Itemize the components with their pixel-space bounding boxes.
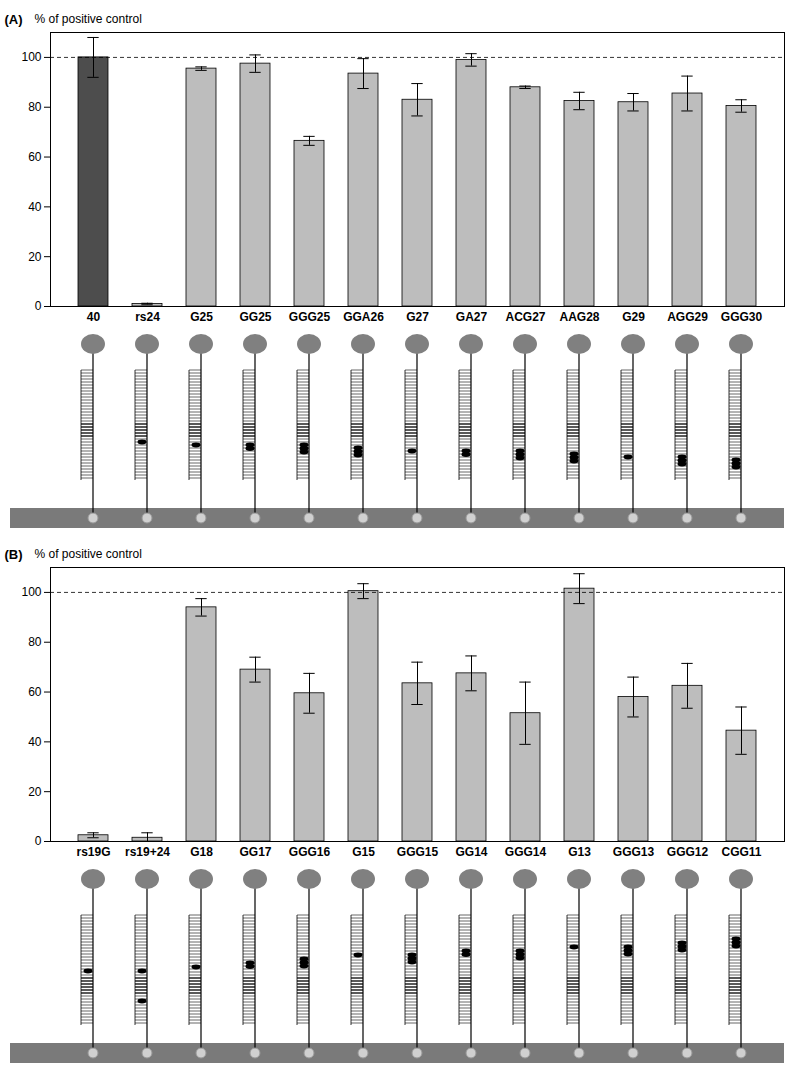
svg-text:GG25: GG25 (239, 310, 271, 324)
svg-text:80: 80 (28, 100, 42, 114)
svg-text:G13: G13 (568, 845, 591, 859)
svg-text:GGG16: GGG16 (289, 845, 331, 859)
svg-text:20: 20 (28, 785, 42, 799)
svg-text:(B): (B) (5, 547, 23, 562)
svg-text:CGG11: CGG11 (721, 845, 761, 859)
svg-text:40: 40 (28, 735, 42, 749)
svg-text:ACG27: ACG27 (505, 310, 545, 324)
svg-text:GGG15: GGG15 (397, 845, 439, 859)
svg-text:20: 20 (28, 250, 42, 264)
svg-text:rs19G: rs19G (76, 845, 110, 859)
svg-text:0: 0 (35, 834, 42, 848)
svg-text:AAG28: AAG28 (559, 310, 599, 324)
svg-text:G25: G25 (190, 310, 213, 324)
svg-text:GGA26: GGA26 (343, 310, 384, 324)
svg-text:AGG29: AGG29 (667, 310, 708, 324)
svg-text:GG14: GG14 (455, 845, 487, 859)
svg-text:GGG12: GGG12 (667, 845, 709, 859)
svg-text:% of positive control: % of positive control (35, 12, 142, 26)
svg-text:(A): (A) (5, 12, 23, 27)
svg-text:% of positive control: % of positive control (35, 547, 142, 561)
svg-text:GA27: GA27 (456, 310, 488, 324)
svg-text:GGG14: GGG14 (505, 845, 547, 859)
svg-text:GGG13: GGG13 (613, 845, 655, 859)
svg-text:G29: G29 (622, 310, 645, 324)
svg-text:GG17: GG17 (239, 845, 271, 859)
svg-text:0: 0 (35, 299, 42, 313)
svg-text:G27: G27 (406, 310, 429, 324)
svg-text:G18: G18 (190, 845, 213, 859)
svg-text:rs19+24: rs19+24 (125, 845, 170, 859)
svg-text:100: 100 (21, 585, 41, 599)
svg-text:40: 40 (87, 310, 101, 324)
svg-text:rs24: rs24 (135, 310, 160, 324)
svg-text:80: 80 (28, 635, 42, 649)
svg-text:GGG30: GGG30 (721, 310, 763, 324)
svg-text:40: 40 (28, 200, 42, 214)
svg-text:100: 100 (21, 50, 41, 64)
svg-text:60: 60 (28, 685, 42, 699)
svg-text:60: 60 (28, 150, 42, 164)
svg-text:G15: G15 (352, 845, 375, 859)
svg-text:GGG25: GGG25 (289, 310, 331, 324)
